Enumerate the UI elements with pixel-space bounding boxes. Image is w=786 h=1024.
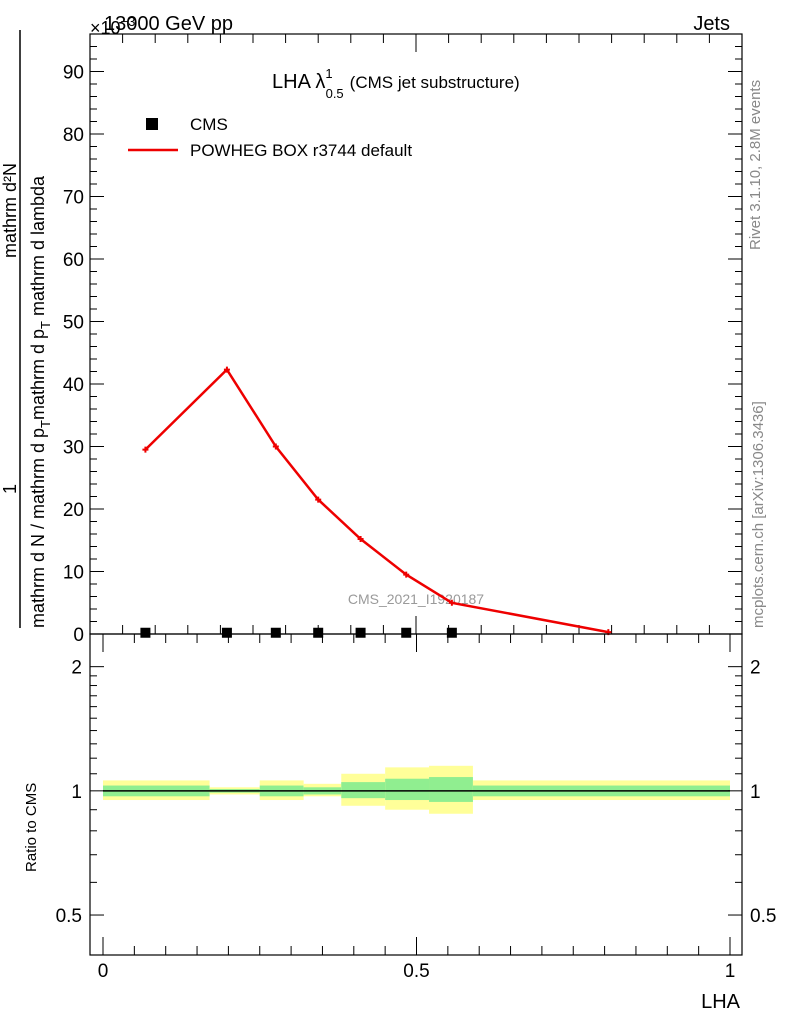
svg-text:mathrm d N / mathrm d pTmathrm: mathrm d N / mathrm d pTmathrm d pT math… — [28, 175, 53, 628]
powheg-line — [144, 367, 609, 634]
mcplots-label: mcplots.cern.ch [arXiv:1306.3436] — [750, 401, 767, 628]
main-y-tick-label: 10 — [63, 563, 84, 584]
main-y-tick-label: 0 — [73, 625, 84, 646]
cms-data-point — [140, 627, 151, 638]
ratio-y-tick-label: 1 — [71, 782, 82, 803]
cms-data-point — [355, 627, 366, 638]
main-y-axis-label: mathrm d N / mathrm d pTmathrm d pT math… — [0, 30, 53, 628]
x-axis-label: LHA — [701, 991, 741, 1013]
main-y-tick-label: 60 — [63, 250, 84, 271]
ratio-x-tick-label: 1 — [725, 961, 736, 982]
cms-data-point — [401, 627, 412, 638]
main-y-tick-label: 80 — [63, 125, 84, 146]
main-frame — [89, 33, 743, 635]
main-y-tick-label: 40 — [63, 375, 84, 396]
ratio-y-tick-label: 2 — [71, 658, 82, 679]
main-y-tick-label: 50 — [63, 313, 84, 334]
legend-marker-cms — [146, 118, 158, 130]
y-numerator: mathrm d²N — [0, 163, 20, 258]
main-panel: 0 10 20 30 40 50 60 70 80 90 LHA λ1 0.5(CMS jet sub… — [63, 33, 743, 646]
ratio-inner-band — [385, 778, 430, 801]
cms-data-point — [221, 627, 232, 638]
y-multiplier: ×10−3 — [90, 14, 135, 38]
energy-label: 13000 GeV pp — [104, 13, 233, 35]
y-prefix-numerator: 1 — [0, 484, 20, 494]
main-y-tick-label: 90 — [63, 63, 84, 84]
cms-data-point — [313, 627, 324, 638]
ratio-inner-band — [429, 777, 473, 802]
legend-label: CMS — [190, 115, 228, 134]
legend: CMS POWHEG BOX r3744 default — [128, 115, 412, 160]
ratio-x-tick-label: 0.5 — [403, 961, 429, 982]
process-label: Jets — [693, 13, 730, 35]
cms-data-point — [270, 627, 281, 638]
ratio-x-tick-label: 0 — [98, 961, 109, 982]
main-y-tick-label: 30 — [63, 438, 84, 459]
cms-data-point — [446, 627, 457, 638]
ratio-y-axis-label: Ratio to CMS — [23, 783, 40, 872]
legend-label: POWHEG BOX r3744 default — [190, 141, 412, 160]
main-y-tick-label: 20 — [63, 500, 84, 521]
main-y-tick-label: 70 — [63, 188, 84, 209]
ratio-y-tick-label-right: 0.5 — [750, 906, 776, 927]
ratio-panel: 0.5 0.5 1 1 2 2 0 0.5 1 — [56, 633, 776, 982]
ratio-y-tick-label: 0.5 — [56, 906, 82, 927]
chart-title: LHA λ1 0.5(CMS jet substructure) — [272, 66, 520, 101]
ratio-y-tick-label-right: 2 — [750, 658, 761, 679]
ratio-y-tick-label-right: 1 — [750, 782, 761, 803]
rivet-label: Rivet 3.1.10, 2.8M events — [747, 80, 764, 250]
y-prefix-denominator: mathrm d N / mathrm d p — [28, 428, 48, 628]
